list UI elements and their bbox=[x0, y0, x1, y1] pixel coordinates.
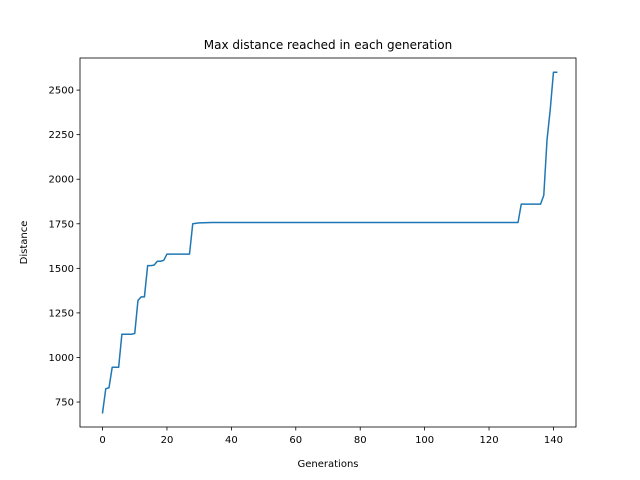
y-tick-label: 1500 bbox=[49, 264, 74, 275]
y-tick-label: 2000 bbox=[49, 175, 74, 186]
x-tick-label: 60 bbox=[289, 435, 302, 446]
y-tick-label: 1750 bbox=[49, 219, 74, 230]
y-tick-label: 1250 bbox=[49, 308, 74, 319]
y-tick-label: 2500 bbox=[49, 86, 74, 97]
y-tick-label: 1000 bbox=[49, 353, 74, 364]
plot-area: 0 20 40 60 80 100 120 140 750 1000 1250 1500 1750 20… bbox=[49, 57, 577, 446]
series-layer bbox=[101, 71, 558, 414]
plot-frame bbox=[79, 57, 577, 428]
x-tick-label: 120 bbox=[479, 435, 498, 446]
y-tick-label: 750 bbox=[55, 398, 74, 409]
x-axis-ticks: 0 20 40 60 80 100 120 140 bbox=[99, 427, 563, 446]
y-tick-label: 2250 bbox=[49, 130, 74, 141]
x-tick-label: 80 bbox=[354, 435, 367, 446]
y-axis-label: Distance bbox=[19, 221, 30, 265]
x-tick-label: 20 bbox=[161, 435, 174, 446]
x-tick-label: 100 bbox=[415, 435, 434, 446]
x-tick-label: 40 bbox=[225, 435, 238, 446]
chart-title: Max distance reached in each generation bbox=[204, 38, 452, 52]
y-axis-ticks: 750 1000 1250 1500 1750 2000 2250 2500 bbox=[49, 86, 80, 409]
x-tick-label: 0 bbox=[99, 435, 105, 446]
x-tick-label: 140 bbox=[544, 435, 563, 446]
x-axis-label: Generations bbox=[298, 459, 359, 470]
series-line-0 bbox=[101, 71, 558, 414]
